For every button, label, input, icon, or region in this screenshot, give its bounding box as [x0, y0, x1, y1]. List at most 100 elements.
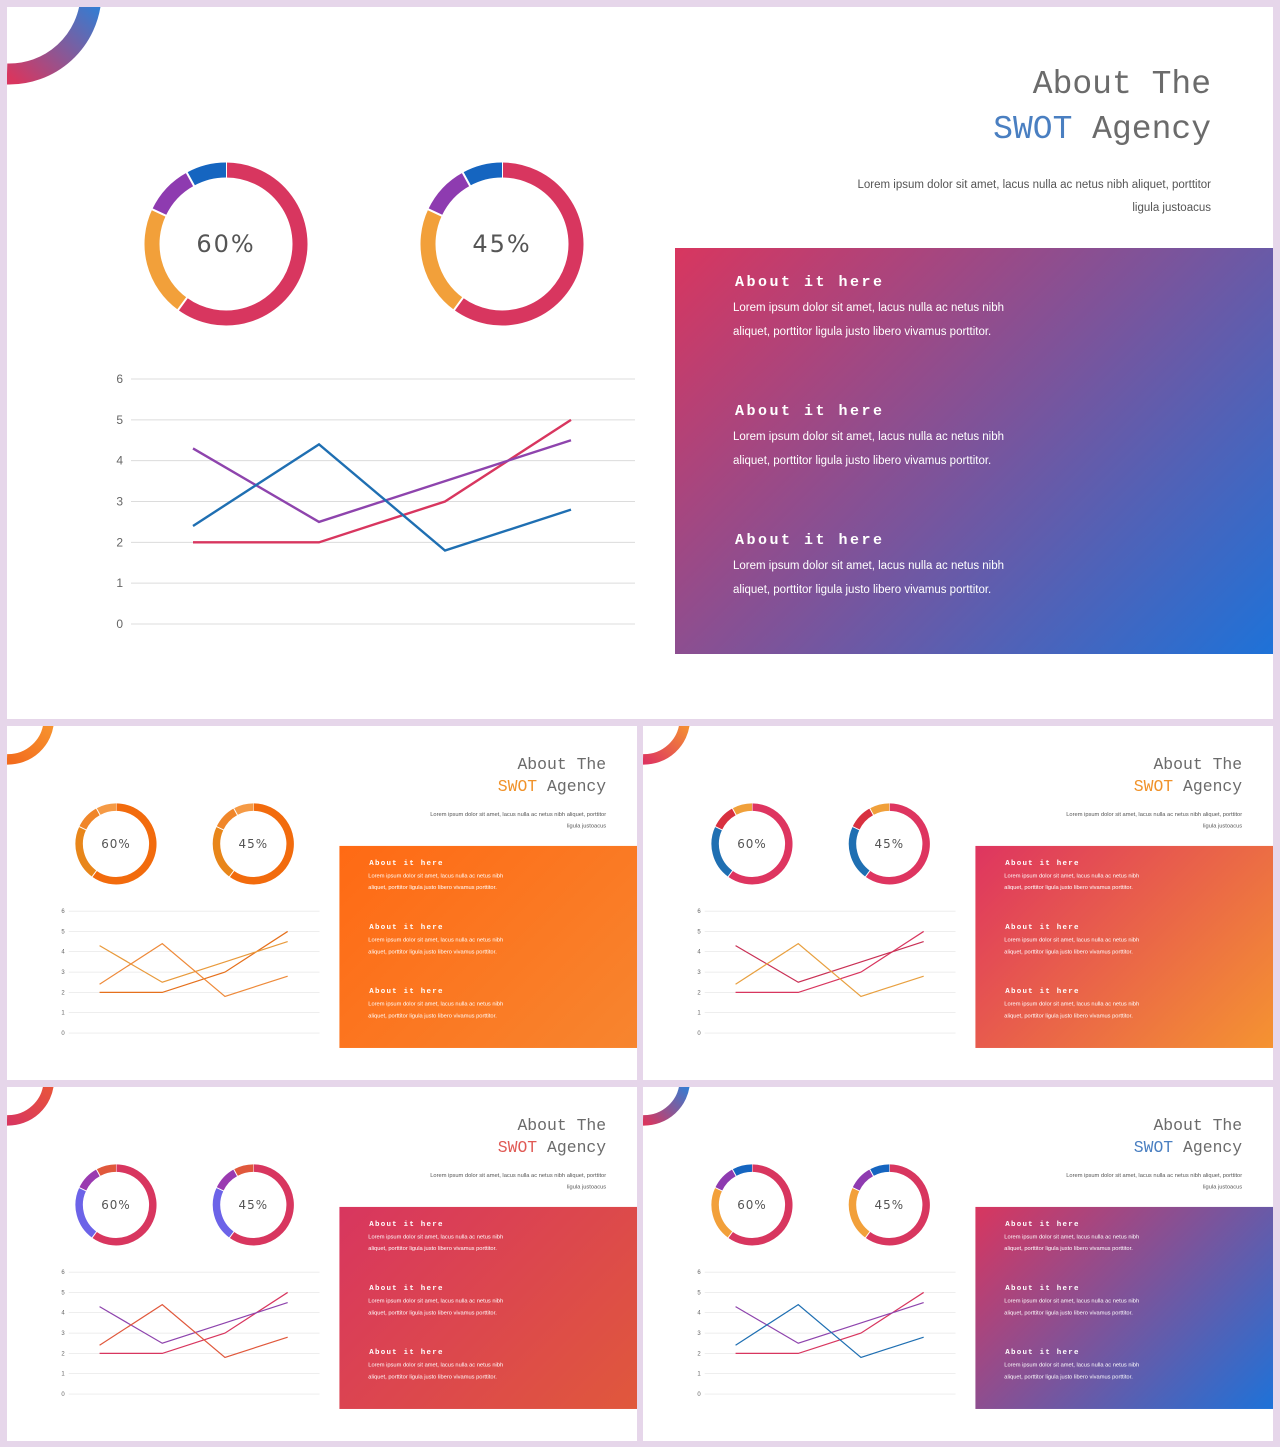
donut-segment — [711, 1187, 733, 1238]
donut-center-label: 60% — [737, 836, 767, 851]
donut-segment — [178, 162, 308, 326]
section-heading: About it here — [735, 403, 885, 420]
donut-separator — [461, 170, 472, 188]
section-body: Lorem ipsum dolor sit amet, lacus nulla … — [733, 560, 1005, 596]
donut-segment — [216, 808, 238, 831]
donut-separator — [215, 1186, 225, 1192]
donut-segment — [865, 803, 930, 885]
page-title: About The SWOT Agency — [498, 1114, 606, 1159]
section-body: Lorem ipsum dolor sit amet, lacus nulla … — [1004, 1001, 1140, 1019]
title-highlight: SWOT — [497, 1138, 538, 1158]
section-body: Lorem ipsum dolor sit amet, lacus nulla … — [1004, 1233, 1140, 1252]
y-tick-label: 4 — [697, 950, 701, 956]
slide-content: About The SWOT Agency Lorem ipsum dolor si… — [643, 726, 1273, 1080]
subtitle-text: Lorem ipsum dolor sit amet, lacus nulla … — [430, 1172, 607, 1191]
title-highlight: SWOT — [993, 111, 1073, 148]
title-rest: Agency — [1072, 111, 1211, 148]
line-series — [735, 1302, 924, 1344]
y-tick-label: 6 — [61, 909, 65, 915]
donut-separator — [727, 869, 734, 878]
donut-center-label: 45% — [238, 836, 269, 851]
donut-separator — [91, 869, 98, 878]
donut-segment — [79, 1169, 101, 1192]
info-section: About it here Lorem ipsum dolor sit amet,… — [368, 923, 517, 958]
slide-content: About The SWOT Agency Lorem ipsum dolor si… — [643, 1087, 1273, 1441]
line-series — [99, 1303, 288, 1359]
title-line-1: About The — [517, 755, 607, 774]
donut-segment — [420, 209, 464, 310]
y-tick-label: 1 — [697, 1011, 701, 1017]
donut-chart: 45% — [848, 1163, 931, 1247]
donut-segment — [728, 1164, 793, 1246]
donut-segment — [79, 808, 101, 831]
slide-coral: About The SWOT Agency Lorem ipsum dolor si… — [7, 1087, 637, 1441]
donut-segment — [865, 1164, 930, 1246]
slide-purple-blue: About The SWOT Agency Lorem ipsum dolor si… — [643, 1087, 1273, 1441]
section-body: Lorem ipsum dolor sit amet, lacus nulla … — [368, 1297, 504, 1316]
info-section: About it here Lorem ipsum dolor sit amet,… — [733, 532, 1033, 602]
donut-segment — [848, 1187, 871, 1238]
section-body: Lorem ipsum dolor sit amet, lacus nulla … — [368, 936, 504, 955]
donut-chart: 45% — [212, 1163, 295, 1247]
donut-separator — [215, 825, 225, 831]
info-panel: About it here Lorem ipsum dolor sit amet,… — [975, 845, 1273, 1048]
info-panel: About it here Lorem ipsum dolor sit amet,… — [339, 1206, 637, 1409]
donut-separator — [864, 869, 871, 878]
section-body: Lorem ipsum dolor sit amet, lacus nulla … — [368, 1362, 504, 1380]
donut-segment — [462, 162, 503, 186]
donut-separator — [727, 1230, 734, 1239]
info-panel: About it here Lorem ipsum dolor sit amet,… — [675, 248, 1273, 654]
info-panel: About it here Lorem ipsum dolor sit amet,… — [975, 1206, 1273, 1409]
y-tick-label: 0 — [697, 1031, 701, 1037]
section-body: Lorem ipsum dolor sit amet, lacus nulla … — [733, 431, 1005, 467]
section-body: Lorem ipsum dolor sit amet, lacus nulla … — [368, 872, 504, 891]
section-body: Lorem ipsum dolor sit amet, lacus nulla … — [1004, 1297, 1140, 1316]
donut-segment — [715, 1169, 737, 1192]
title-rest: Agency — [1173, 1138, 1243, 1158]
donut-separator — [864, 1230, 871, 1239]
info-section: About it here Lorem ipsum dolor sit amet,… — [368, 1284, 517, 1319]
info-section: About it here Lorem ipsum dolor sit amet,… — [1004, 1348, 1153, 1383]
title-line-2: SWOT Agency — [993, 107, 1211, 152]
donut-separator — [78, 825, 87, 831]
corner-arc-decoration — [7, 7, 101, 85]
title-line-2: SWOT Agency — [498, 776, 606, 798]
section-heading: About it here — [1005, 923, 1080, 932]
y-tick-label: 3 — [697, 1331, 701, 1337]
y-tick-label: 6 — [697, 1270, 701, 1276]
slide-main: About The SWOT Agency Lorem ipsum dolor si… — [7, 7, 1273, 719]
subtitle-text: Lorem ipsum dolor sit amet, lacus nulla … — [430, 811, 607, 830]
section-body: Lorem ipsum dolor sit amet, lacus nulla … — [1004, 1362, 1140, 1380]
donut-center-label: 45% — [472, 230, 532, 258]
y-tick-label: 2 — [61, 1351, 65, 1357]
donut-segment — [848, 826, 871, 877]
line-chart: 0 1 2 3 4 5 6 — [697, 1270, 956, 1398]
slide-red-orange: About The SWOT Agency Lorem ipsum dolor si… — [643, 726, 1273, 1080]
page-title: About The SWOT Agency — [1134, 753, 1242, 798]
line-series — [192, 442, 572, 552]
y-tick-label: 0 — [61, 1392, 65, 1398]
line-series — [99, 942, 288, 998]
y-tick-label: 0 — [61, 1031, 65, 1037]
donut-segment — [454, 162, 584, 326]
donut-segment — [75, 1187, 97, 1238]
donut-separator — [731, 1168, 737, 1177]
y-tick-label: 6 — [116, 372, 123, 386]
donut-center-label: 60% — [196, 230, 256, 258]
donut-chart: 60% — [75, 802, 158, 886]
donut-segment — [852, 1169, 874, 1192]
section-heading: About it here — [735, 532, 885, 549]
donut-chart: 60% — [711, 802, 794, 886]
slide-content: About The SWOT Agency Lorem ipsum dolor si… — [7, 1087, 637, 1441]
line-series — [735, 941, 924, 983]
y-tick-label: 1 — [116, 576, 123, 590]
donut-segment — [229, 1164, 294, 1246]
line-chart: 0 1 2 3 4 5 6 — [697, 909, 956, 1037]
y-tick-label: 1 — [697, 1372, 701, 1378]
title-line-1: About The — [1032, 66, 1211, 103]
donut-separator — [851, 825, 861, 831]
title-rest: Agency — [537, 1138, 607, 1158]
y-tick-label: 4 — [697, 1311, 701, 1317]
info-section: About it here Lorem ipsum dolor sit amet,… — [1004, 923, 1153, 958]
donut-segment — [728, 803, 793, 885]
